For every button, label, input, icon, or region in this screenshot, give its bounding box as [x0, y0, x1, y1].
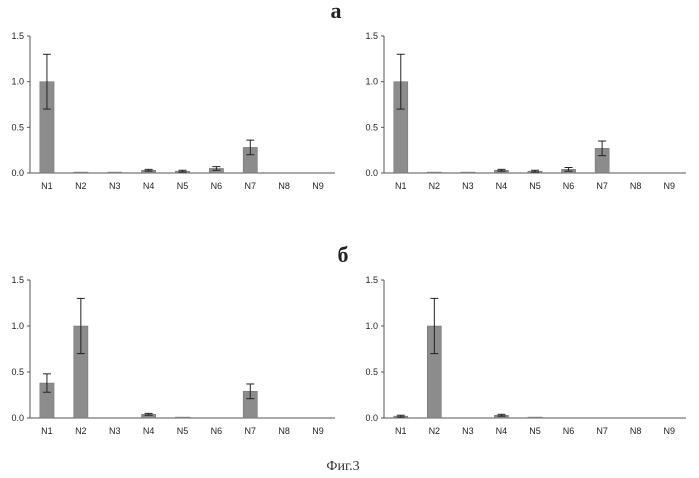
category-label: N7	[245, 181, 257, 191]
bar	[427, 172, 441, 173]
chart-bottom-left: 1.5 1.0 0.5 0.0 N1 N2 N3 N4 N5 N6 N7 N8 N9	[11, 275, 335, 436]
category-label: N5	[177, 426, 189, 436]
category-label: N7	[596, 181, 608, 191]
category-label: N8	[278, 181, 290, 191]
category-label: N5	[177, 181, 189, 191]
y-tick-label: 0.0	[11, 168, 24, 178]
y-tick-label: 1.0	[365, 321, 378, 331]
y-tick-label: 1.5	[11, 31, 24, 41]
category-label: N1	[395, 426, 407, 436]
category-label: N3	[462, 181, 474, 191]
bar	[461, 172, 475, 173]
category-label: N8	[278, 426, 290, 436]
category-label: N6	[563, 181, 575, 191]
category-label: N4	[496, 181, 508, 191]
y-tick-label: 1.5	[11, 275, 24, 285]
category-label: N6	[211, 426, 223, 436]
category-label: N4	[143, 426, 155, 436]
y-tick-label: 1.5	[365, 31, 378, 41]
chart-top-right: 1.5 1.0 0.5 0.0 N1 N2 N3 N4 N5 N6 N7 N8 N9	[365, 31, 686, 191]
panel-label-b: б	[338, 242, 349, 267]
y-tick-label: 0.0	[365, 168, 378, 178]
category-label: N9	[663, 426, 675, 436]
y-tick-label: 0.5	[11, 367, 24, 377]
category-label: N6	[563, 426, 575, 436]
category-label: N1	[395, 181, 407, 191]
category-label: N7	[245, 426, 257, 436]
bar	[74, 172, 88, 173]
category-label: N7	[596, 426, 608, 436]
category-label: N5	[529, 426, 541, 436]
figure-caption: Фиг.3	[326, 459, 359, 474]
y-tick-label: 1.0	[11, 77, 24, 87]
category-label: N8	[630, 426, 642, 436]
category-label: N9	[312, 181, 324, 191]
category-label: N1	[41, 181, 53, 191]
category-label: N9	[312, 426, 324, 436]
category-label: N1	[41, 426, 53, 436]
category-label: N6	[211, 181, 223, 191]
y-tick-label: 1.5	[365, 275, 378, 285]
y-tick-label: 0.0	[11, 413, 24, 423]
category-label: N3	[109, 426, 121, 436]
y-tick-label: 1.0	[11, 321, 24, 331]
bar	[175, 417, 189, 418]
category-label: N2	[75, 426, 87, 436]
y-tick-label: 1.0	[365, 77, 378, 87]
y-tick-label: 0.0	[365, 413, 378, 423]
chart-bottom-right: 1.5 1.0 0.5 0.0 N1 N2 N3 N4 N5 N6 N7 N8 N9	[365, 275, 686, 436]
y-tick-label: 0.5	[365, 367, 378, 377]
category-label: N2	[429, 426, 441, 436]
category-label: N3	[109, 181, 121, 191]
y-tick-label: 0.5	[11, 122, 24, 132]
category-label: N2	[75, 181, 87, 191]
category-label: N4	[143, 181, 155, 191]
y-tick-label: 0.5	[365, 122, 378, 132]
bar	[108, 172, 122, 173]
chart-top-left: 1.5 1.0 0.5 0.0 N1 N2 N3 N4 N5 N6 N7 N8 N9	[11, 31, 335, 191]
category-label: N8	[630, 181, 642, 191]
bar	[528, 417, 542, 418]
category-label: N5	[529, 181, 541, 191]
category-label: N2	[429, 181, 441, 191]
category-label: N9	[663, 181, 675, 191]
category-label: N3	[462, 426, 474, 436]
category-label: N4	[496, 426, 508, 436]
panel-label-a: а	[331, 0, 342, 23]
